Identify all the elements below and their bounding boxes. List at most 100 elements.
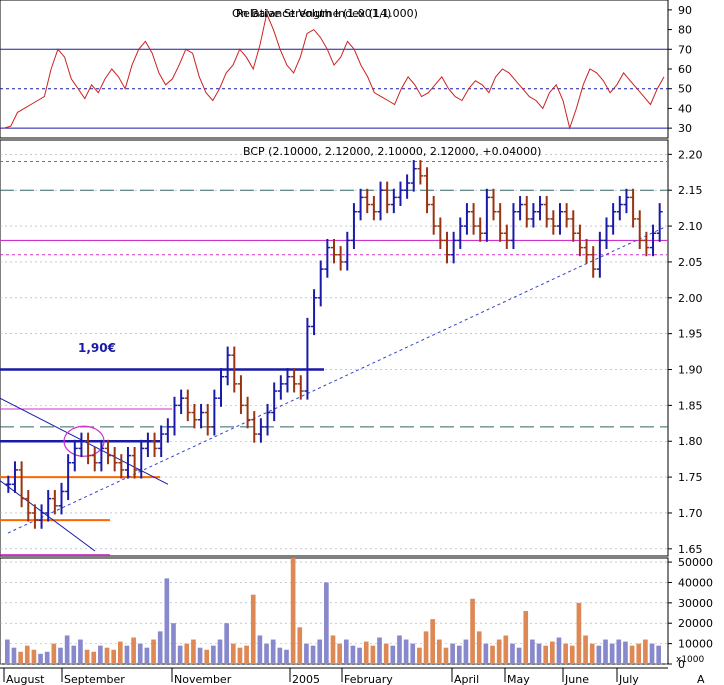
volume-tick-label: 20000 xyxy=(678,617,713,630)
price-bar xyxy=(490,188,497,221)
volume-bar xyxy=(191,639,196,664)
price-bar xyxy=(503,224,510,250)
volume-bar xyxy=(18,651,23,664)
volume-bar xyxy=(563,643,568,664)
price-tick-label: 1.70 xyxy=(678,507,703,520)
volume-bar xyxy=(417,647,422,664)
price-bar xyxy=(603,217,610,250)
volume-bar xyxy=(98,645,103,664)
volume-bar xyxy=(423,631,429,664)
volume-bar xyxy=(24,645,30,664)
price-bar xyxy=(404,174,411,199)
volume-tick-label: 40000 xyxy=(678,576,713,589)
volume-bar xyxy=(317,639,323,664)
price-bar xyxy=(78,432,85,458)
price-bar xyxy=(570,210,577,242)
volume-bar xyxy=(643,639,648,664)
volume-unit-label: x1000 xyxy=(676,655,705,665)
volume-bar xyxy=(78,639,83,664)
volume-bar xyxy=(370,645,376,664)
volume-y-ticks: 0 10000 20000 30000 40000 50000 xyxy=(668,556,713,671)
volume-bar xyxy=(297,627,303,664)
price-grid xyxy=(0,154,668,550)
volume-bar xyxy=(383,643,389,664)
price-tick-label: 2.05 xyxy=(678,256,703,269)
volume-bar xyxy=(164,578,170,664)
volume-bar xyxy=(184,643,190,664)
volume-bar xyxy=(337,643,342,664)
volume-bar xyxy=(437,639,442,664)
volume-bar xyxy=(31,649,37,664)
price-bar xyxy=(377,181,384,221)
volume-bar xyxy=(177,645,183,664)
price-bar xyxy=(576,224,583,257)
volume-bar xyxy=(403,639,409,664)
volume-bar xyxy=(58,647,63,664)
volume-bar xyxy=(5,639,10,664)
x-tick-label: A xyxy=(697,673,705,685)
price-bar xyxy=(237,375,244,414)
price-bar xyxy=(410,160,417,192)
x-tick-label: June xyxy=(564,673,589,685)
price-bar xyxy=(424,167,431,214)
price-bar xyxy=(198,403,205,429)
pattern-ellipse xyxy=(63,425,105,457)
price-bar xyxy=(144,432,151,458)
price-bar xyxy=(450,231,457,264)
x-tick-label: November xyxy=(174,673,232,685)
volume-bar xyxy=(44,651,50,664)
volume-bar xyxy=(550,641,555,664)
price-annotation: 1,90€ xyxy=(78,341,116,355)
price-bar xyxy=(111,446,118,472)
price-bar xyxy=(643,231,650,257)
price-bar xyxy=(171,396,178,436)
volume-bar xyxy=(157,631,163,664)
volume-bar xyxy=(257,635,263,664)
x-tick-label: 2005 xyxy=(292,673,320,685)
price-bar xyxy=(616,195,623,221)
price-bar xyxy=(623,188,630,214)
volume-bar xyxy=(629,645,635,664)
volume-bar xyxy=(11,647,17,664)
volume-bar xyxy=(144,647,150,664)
price-bar xyxy=(463,203,470,235)
rsi-tick-label: 40 xyxy=(678,102,692,115)
price-bar xyxy=(65,454,72,501)
volume-bar xyxy=(91,651,97,664)
price-bar xyxy=(477,217,484,242)
price-bar xyxy=(264,403,271,436)
price-bar xyxy=(650,224,657,257)
volume-bar xyxy=(84,649,90,664)
price-bar xyxy=(105,439,112,465)
price-bar xyxy=(357,188,364,221)
price-bar xyxy=(596,231,603,278)
price-bar xyxy=(483,188,490,242)
volume-bar xyxy=(131,637,136,664)
price-bar xyxy=(304,317,311,400)
price-bar xyxy=(311,289,318,336)
volume-bar xyxy=(490,645,495,664)
x-tick-label: May xyxy=(507,673,530,685)
volume-bar xyxy=(244,645,249,664)
price-bar xyxy=(91,446,98,472)
price-bar xyxy=(284,368,291,393)
volume-bar xyxy=(523,611,529,664)
volume-bar xyxy=(250,594,256,664)
volume-bar xyxy=(117,641,123,664)
volume-tick-label: 10000 xyxy=(678,638,713,651)
obv-title: On Balance Volume (1.001,1.000) xyxy=(232,7,418,20)
price-bar xyxy=(257,418,264,443)
volume-tick-label: 0 xyxy=(678,658,685,671)
price-tick-label: 2.10 xyxy=(678,220,703,233)
price-bar xyxy=(583,238,590,264)
rsi-tick-label: 70 xyxy=(678,43,692,56)
price-bar xyxy=(530,203,537,228)
price-bar xyxy=(337,246,344,271)
volume-bar xyxy=(310,645,316,664)
volume-bar xyxy=(476,631,482,664)
price-bar xyxy=(5,475,12,493)
volume-tick-label: 50000 xyxy=(678,556,713,569)
price-bar xyxy=(71,439,78,472)
uptrend-line xyxy=(7,227,665,534)
price-bar xyxy=(470,203,477,235)
